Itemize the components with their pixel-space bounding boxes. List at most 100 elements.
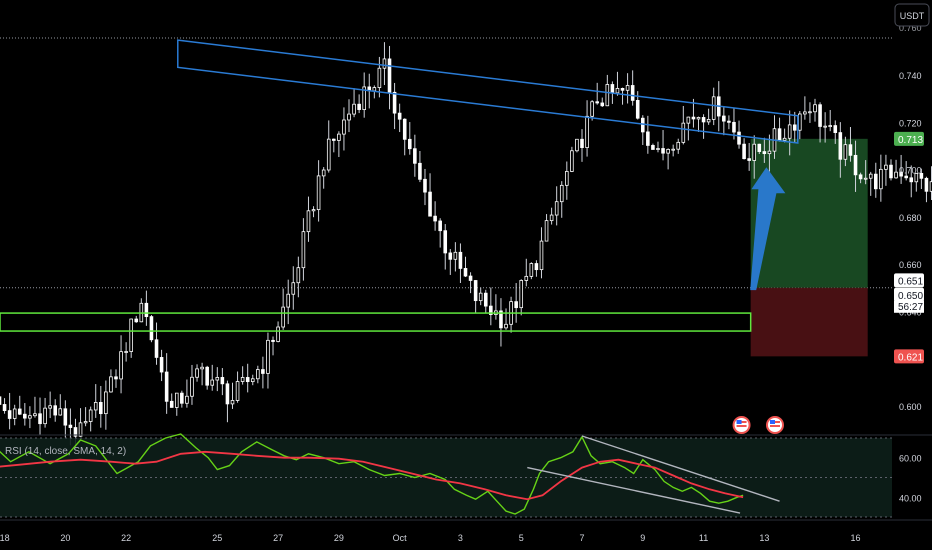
- candle[interactable]: [711, 87, 716, 126]
- candle[interactable]: [767, 134, 772, 172]
- candle[interactable]: [833, 120, 838, 144]
- support-zone[interactable]: [0, 312, 752, 332]
- rsi-legend[interactable]: RSI (14, close, SMA, 14, 2): [5, 446, 126, 457]
- candle[interactable]: [99, 385, 103, 428]
- candle[interactable]: [787, 110, 792, 156]
- price-marker[interactable]: 0.651: [894, 273, 924, 288]
- candle[interactable]: [899, 154, 903, 184]
- candle[interactable]: [848, 127, 853, 162]
- candle[interactable]: [868, 171, 873, 196]
- candle[interactable]: [585, 100, 589, 157]
- candle[interactable]: [889, 159, 893, 181]
- candle[interactable]: [924, 176, 929, 203]
- candle[interactable]: [483, 289, 488, 313]
- candle[interactable]: [489, 287, 493, 326]
- candle[interactable]: [575, 138, 579, 153]
- candle[interactable]: [752, 135, 757, 179]
- candle[interactable]: [2, 398, 7, 414]
- candle[interactable]: [266, 332, 270, 389]
- candle[interactable]: [169, 393, 174, 408]
- candle[interactable]: [686, 116, 691, 141]
- candle[interactable]: [600, 97, 605, 108]
- candle[interactable]: [407, 122, 412, 155]
- candle[interactable]: [808, 102, 812, 123]
- candle[interactable]: [742, 138, 746, 160]
- candle[interactable]: [256, 365, 260, 384]
- candle[interactable]: [48, 391, 52, 419]
- candle[interactable]: [473, 280, 478, 313]
- candle[interactable]: [38, 397, 42, 435]
- candle[interactable]: [737, 120, 741, 149]
- candle[interactable]: [129, 318, 133, 358]
- candle[interactable]: [301, 218, 306, 281]
- candle[interactable]: [311, 206, 316, 218]
- candle[interactable]: [433, 201, 437, 231]
- candle[interactable]: [114, 369, 118, 388]
- candle[interactable]: [544, 214, 549, 242]
- candle[interactable]: [448, 249, 453, 275]
- candle[interactable]: [109, 369, 113, 393]
- candle[interactable]: [88, 406, 93, 432]
- candle[interactable]: [438, 218, 442, 248]
- candle[interactable]: [185, 379, 189, 408]
- candle[interactable]: [357, 94, 361, 114]
- candle[interactable]: [321, 167, 326, 189]
- candle[interactable]: [291, 266, 296, 310]
- candle[interactable]: [190, 364, 194, 405]
- candle[interactable]: [17, 395, 22, 416]
- candle[interactable]: [104, 380, 108, 430]
- candle[interactable]: [205, 365, 209, 390]
- candle[interactable]: [762, 137, 767, 163]
- candle[interactable]: [306, 196, 311, 242]
- candle[interactable]: [615, 71, 620, 96]
- candle[interactable]: [570, 146, 574, 173]
- candle[interactable]: [58, 394, 63, 416]
- candle[interactable]: [701, 114, 706, 139]
- candle[interactable]: [402, 118, 407, 156]
- candle[interactable]: [706, 108, 711, 125]
- candle[interactable]: [332, 138, 336, 153]
- currency-button-frame[interactable]: [894, 3, 930, 27]
- candle[interactable]: [914, 172, 919, 192]
- candle[interactable]: [286, 279, 291, 325]
- candle[interactable]: [519, 279, 524, 316]
- candle[interactable]: [377, 56, 382, 98]
- candle[interactable]: [159, 349, 164, 382]
- candle[interactable]: [727, 115, 731, 130]
- candle[interactable]: [605, 74, 610, 107]
- candle[interactable]: [757, 143, 762, 154]
- candle[interactable]: [534, 260, 539, 277]
- candle[interactable]: [83, 407, 88, 427]
- candle[interactable]: [620, 87, 625, 105]
- candle[interactable]: [919, 168, 924, 190]
- candle[interactable]: [164, 353, 169, 414]
- candle[interactable]: [732, 107, 736, 140]
- candle[interactable]: [843, 136, 848, 167]
- candle[interactable]: [792, 111, 797, 143]
- candle[interactable]: [124, 342, 128, 362]
- candle[interactable]: [43, 397, 47, 428]
- candle[interactable]: [144, 290, 149, 326]
- us-flag-icon[interactable]: [765, 416, 784, 434]
- candle[interactable]: [529, 262, 534, 280]
- candle[interactable]: [154, 322, 159, 365]
- candle[interactable]: [747, 143, 751, 171]
- rsi-wedge-line[interactable]: [581, 435, 780, 502]
- candle[interactable]: [858, 172, 863, 184]
- candle[interactable]: [879, 154, 883, 202]
- candle[interactable]: [524, 258, 529, 287]
- candle[interactable]: [453, 242, 458, 272]
- resistance-channel[interactable]: [177, 39, 799, 144]
- candle[interactable]: [539, 227, 544, 279]
- candle[interactable]: [463, 256, 468, 278]
- candle[interactable]: [281, 288, 285, 330]
- candle[interactable]: [782, 128, 787, 143]
- candle[interactable]: [53, 399, 58, 422]
- candle[interactable]: [261, 356, 265, 389]
- candle[interactable]: [873, 162, 878, 198]
- candle[interactable]: [195, 364, 199, 382]
- currency-button-label[interactable]: USDT: [900, 11, 925, 21]
- price-pane[interactable]: [0, 37, 932, 453]
- candle[interactable]: [549, 207, 554, 225]
- candle[interactable]: [580, 129, 584, 162]
